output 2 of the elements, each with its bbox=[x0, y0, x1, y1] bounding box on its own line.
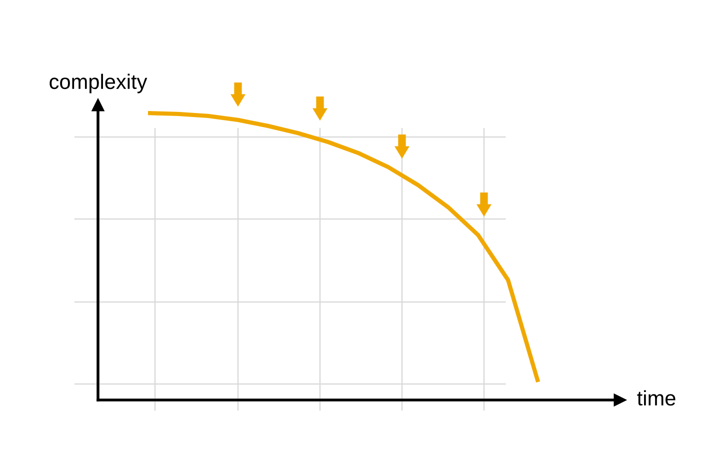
y-axis-title: complexity bbox=[50, 74, 148, 94]
x-axis-title: time bbox=[637, 390, 676, 406]
